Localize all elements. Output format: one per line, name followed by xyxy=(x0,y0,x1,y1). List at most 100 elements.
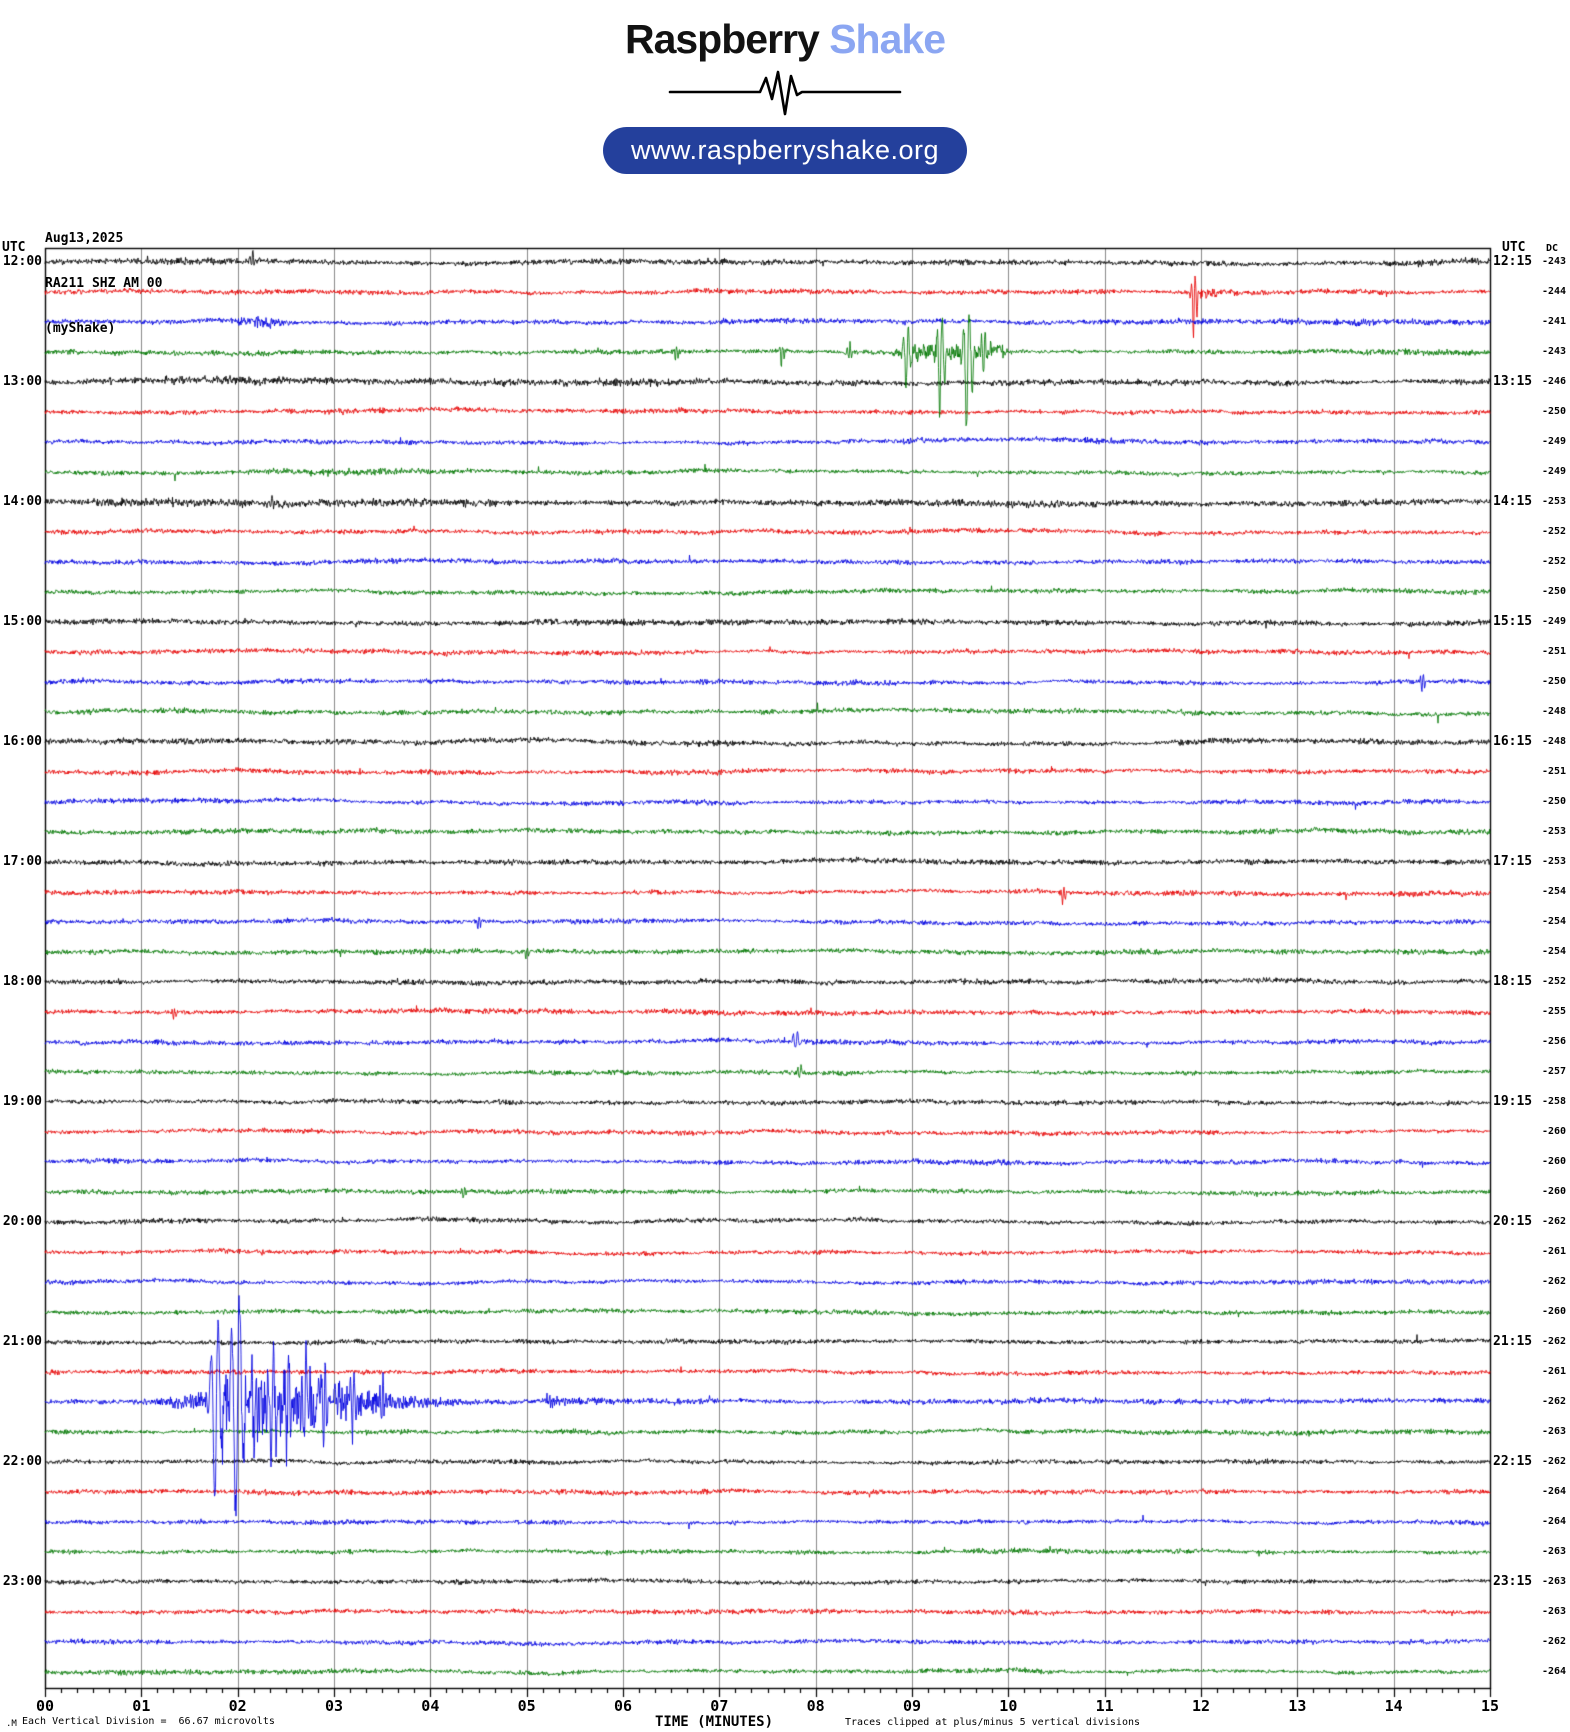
row-dc-value: -254 xyxy=(1542,946,1567,957)
row-dc-value: -251 xyxy=(1542,646,1567,657)
row-dc-value: -262 xyxy=(1542,1276,1567,1287)
row-dc-value: -249 xyxy=(1542,436,1567,447)
row-dc-value: -254 xyxy=(1542,886,1567,897)
row-dc-value: -264 xyxy=(1542,1666,1567,1677)
row-dc-value: -262 xyxy=(1542,1216,1567,1227)
x-tick-label: 10 xyxy=(999,1697,1018,1715)
row-time-label-right: 18:15 xyxy=(1493,974,1533,989)
row-dc-value: -248 xyxy=(1542,736,1567,747)
x-tick-label: 09 xyxy=(902,1697,922,1715)
row-dc-value: -260 xyxy=(1542,1156,1567,1167)
row-dc-value: -261 xyxy=(1542,1366,1567,1377)
row-time-label-right: 12:15 xyxy=(1493,254,1533,269)
row-dc-value: -260 xyxy=(1542,1306,1567,1317)
row-dc-value: -250 xyxy=(1542,586,1567,597)
x-axis-title: TIME (MINUTES) xyxy=(655,1714,774,1730)
x-tick-label: 15 xyxy=(1480,1697,1500,1715)
row-dc-value: -263 xyxy=(1542,1576,1567,1587)
brand-secondary: Shake xyxy=(829,16,946,62)
row-time-label-right: 16:15 xyxy=(1493,734,1533,749)
row-dc-value: -250 xyxy=(1542,796,1567,807)
row-time-label-right: 19:15 xyxy=(1493,1094,1533,1109)
utc-right-header: UTC xyxy=(1502,240,1526,255)
x-tick-label: 05 xyxy=(517,1697,536,1715)
row-time-label-left: 16:00 xyxy=(2,734,42,749)
website-pill-button[interactable]: www.raspberryshake.org xyxy=(602,127,968,174)
row-dc-value: -241 xyxy=(1542,316,1567,327)
x-tick-label: 07 xyxy=(710,1697,729,1715)
row-dc-value: -243 xyxy=(1542,256,1567,267)
x-tick-label: 02 xyxy=(228,1697,247,1715)
clip-note: Traces clipped at plus/minus 5 vertical … xyxy=(845,1717,1141,1728)
row-dc-value: -258 xyxy=(1542,1096,1567,1107)
row-dc-value: -253 xyxy=(1542,826,1567,837)
row-dc-value: -263 xyxy=(1542,1546,1567,1557)
row-dc-value: -250 xyxy=(1542,406,1567,417)
row-time-label-left: 22:00 xyxy=(2,1454,42,1469)
x-tick-label: 01 xyxy=(132,1697,151,1715)
row-dc-value: -251 xyxy=(1542,766,1567,777)
station-network: (myShake) xyxy=(45,321,116,336)
waveform-icon xyxy=(668,70,902,116)
row-dc-value: -253 xyxy=(1542,856,1567,867)
x-tick-label: 00 xyxy=(35,1697,55,1715)
utc-left-header: UTC xyxy=(2,240,26,255)
row-time-label-left: 17:00 xyxy=(2,854,42,869)
row-time-label-right: 14:15 xyxy=(1493,494,1533,509)
vertical-division-scale-note: Each Vertical Division = 66.67 microvolt… xyxy=(22,1716,275,1727)
station-info: Aug13,2025 RA211 SHZ AM 00 (myShake) xyxy=(45,201,162,366)
row-dc-value: -262 xyxy=(1542,1396,1567,1407)
station-date: Aug13,2025 xyxy=(45,231,124,246)
row-dc-value: -255 xyxy=(1542,1006,1567,1017)
row-time-label-left: 23:00 xyxy=(2,1574,42,1589)
row-time-label-left: 15:00 xyxy=(2,614,42,629)
row-time-label-right: 15:15 xyxy=(1493,614,1533,629)
row-time-label-right: 13:15 xyxy=(1493,374,1533,389)
row-time-label-left: 21:00 xyxy=(2,1334,42,1349)
row-time-label-left: 14:00 xyxy=(2,494,42,509)
row-dc-value: -249 xyxy=(1542,616,1567,627)
row-dc-value: -263 xyxy=(1542,1426,1567,1437)
row-dc-value: -262 xyxy=(1542,1456,1567,1467)
x-tick-label: 08 xyxy=(806,1697,825,1715)
row-dc-value: -262 xyxy=(1542,1336,1567,1347)
row-time-label-right: 21:15 xyxy=(1493,1334,1533,1349)
row-dc-value: -252 xyxy=(1542,976,1567,987)
x-tick-label: 11 xyxy=(1095,1697,1114,1715)
row-dc-value: -252 xyxy=(1542,556,1567,567)
row-dc-value: -261 xyxy=(1542,1246,1567,1257)
row-dc-value: -262 xyxy=(1542,1636,1567,1647)
row-time-label-right: 23:15 xyxy=(1493,1574,1533,1589)
row-time-label-left: 20:00 xyxy=(2,1214,42,1229)
row-time-label-left: 18:00 xyxy=(2,974,42,989)
x-tick-label: 13 xyxy=(1288,1697,1307,1715)
row-time-label-left: 13:00 xyxy=(2,374,42,389)
row-time-label-right: 17:15 xyxy=(1493,854,1533,869)
row-dc-value: -257 xyxy=(1542,1066,1567,1077)
row-dc-value: -248 xyxy=(1542,706,1567,717)
row-dc-value: -264 xyxy=(1542,1516,1567,1527)
row-time-label-left: 12:00 xyxy=(2,254,42,269)
row-dc-value: -260 xyxy=(1542,1186,1567,1197)
row-dc-value: -256 xyxy=(1542,1036,1567,1047)
x-tick-label: 12 xyxy=(1191,1697,1211,1715)
x-tick-label: 03 xyxy=(324,1697,344,1715)
row-time-label-right: 22:15 xyxy=(1493,1454,1533,1469)
row-dc-value: -249 xyxy=(1542,466,1567,477)
station-id: RA211 SHZ AM 00 xyxy=(45,276,163,291)
row-dc-value: -244 xyxy=(1542,286,1567,297)
row-dc-value: -250 xyxy=(1542,676,1567,687)
x-tick-label: 14 xyxy=(1384,1697,1403,1715)
masthead: Raspberry Shake www.raspberryshake.org xyxy=(0,0,1570,174)
row-time-label-right: 20:15 xyxy=(1493,1214,1533,1229)
row-dc-value: -254 xyxy=(1542,916,1567,927)
row-time-label-left: 19:00 xyxy=(2,1094,42,1109)
brand-primary: Raspberry xyxy=(624,16,820,62)
scale-mark: .M xyxy=(6,1719,17,1729)
x-tick-label: 04 xyxy=(421,1697,440,1715)
row-dc-value: -252 xyxy=(1542,526,1567,537)
brand-title: Raspberry Shake xyxy=(0,16,1570,63)
row-dc-value: -246 xyxy=(1542,376,1567,387)
